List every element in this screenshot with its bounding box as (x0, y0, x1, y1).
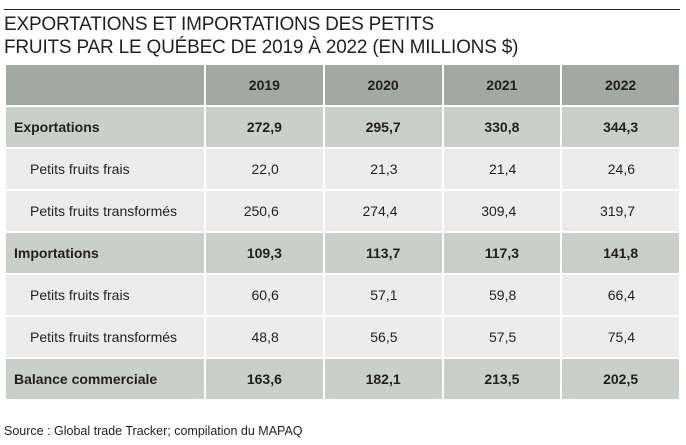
table-cell: 250,6 (204, 189, 325, 233)
table-cell: 24,6 (560, 147, 681, 191)
column-header: 2021 (441, 63, 563, 107)
row-label: Petits fruits frais (4, 273, 206, 317)
table-cell: 295,7 (322, 105, 444, 149)
table-cell: 22,0 (204, 147, 325, 191)
column-header: 2020 (322, 63, 444, 107)
header-empty (4, 63, 206, 107)
table-cell: 202,5 (560, 357, 681, 401)
table-cell: 309,4 (441, 189, 563, 233)
column-header: 2019 (204, 63, 325, 107)
table-cell: 21,4 (441, 147, 563, 191)
table-row: Importations 109,3 113,7 117,3 141,8 (4, 231, 681, 275)
row-label: Exportations (4, 105, 206, 149)
table-row: Petits fruits frais 22,0 21,3 21,4 24,6 (4, 147, 681, 191)
table-cell: 141,8 (560, 231, 681, 275)
table-cell: 319,7 (560, 189, 681, 233)
table-cell: 56,5 (322, 315, 444, 359)
table-cell: 59,8 (441, 273, 563, 317)
title-line-1: EXPORTATIONS ET IMPORTATIONS DES PETITS (4, 14, 434, 35)
table-row: Petits fruits frais 60,6 57,1 59,8 66,4 (4, 273, 681, 317)
table-title: EXPORTATIONS ET IMPORTATIONS DES PETITS … (4, 13, 518, 59)
row-label: Balance commerciale (4, 357, 206, 401)
table-cell: 57,1 (322, 273, 444, 317)
table-cell: 344,3 (560, 105, 681, 149)
table-cell: 163,6 (204, 357, 325, 401)
row-label: Petits fruits transformés (4, 315, 206, 359)
table-cell: 66,4 (560, 273, 681, 317)
table-cell: 182,1 (322, 357, 444, 401)
column-header: 2022 (560, 63, 681, 107)
title-line-2: FRUITS PAR LE QUÉBEC DE 2019 À 2022 (EN … (4, 37, 519, 58)
header-row: 2019 2020 2021 2022 (4, 63, 681, 107)
table-cell: 213,5 (441, 357, 563, 401)
source-note: Source : Global trade Tracker; compilati… (4, 424, 303, 438)
table-cell: 274,4 (322, 189, 444, 233)
data-table: 2019 2020 2021 2022 Exportations 272,9 295,7 3… (4, 63, 681, 401)
table-cell: 272,9 (204, 105, 325, 149)
table-cell: 117,3 (441, 231, 563, 275)
top-rule (4, 9, 680, 10)
table-cell: 21,3 (322, 147, 444, 191)
table-cell: 330,8 (441, 105, 563, 149)
table-cell: 48,8 (204, 315, 325, 359)
table-row: Petits fruits transformés 250,6 274,4 309,4… (4, 189, 681, 233)
table-row: Balance commerciale 163,6 182,1 213,5 202,5 (4, 357, 681, 401)
table-cell: 113,7 (322, 231, 444, 275)
table-cell: 60,6 (204, 273, 325, 317)
table-cell: 75,4 (560, 315, 681, 359)
table-row: Exportations 272,9 295,7 330,8 344,3 (4, 105, 681, 149)
row-label: Petits fruits frais (4, 147, 206, 191)
row-label: Petits fruits transformés (4, 189, 206, 233)
row-label: Importations (4, 231, 206, 275)
table-cell: 109,3 (204, 231, 325, 275)
table-cell: 57,5 (441, 315, 563, 359)
table-row: Petits fruits transformés 48,8 56,5 57,5 75,… (4, 315, 681, 359)
